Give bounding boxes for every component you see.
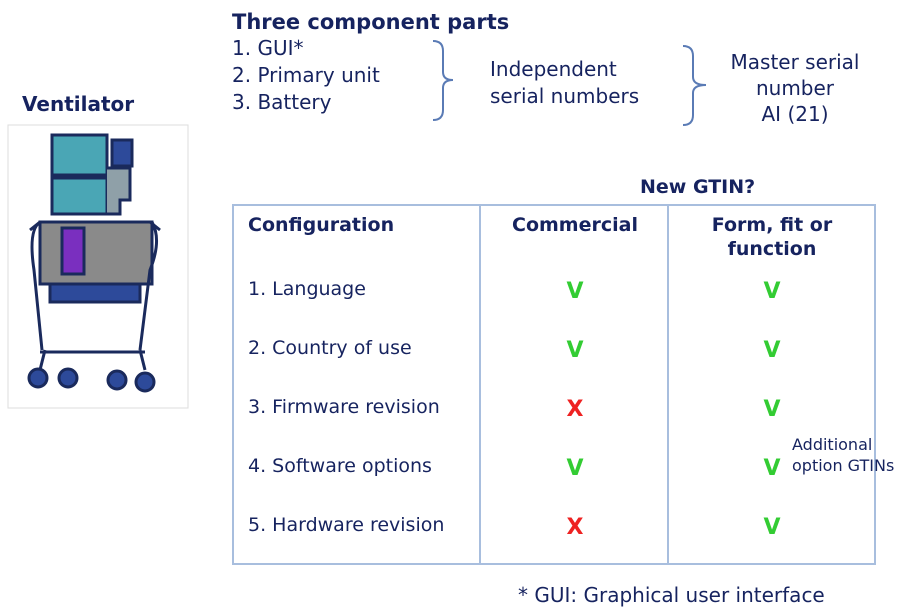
check-mark: V [763, 338, 781, 363]
footnote: * GUI: Graphical user interface [518, 583, 825, 607]
row-note: Additional [792, 435, 873, 454]
table-grid [232, 204, 876, 565]
master-label: AI (21) [761, 102, 829, 126]
component-item: 1. GUI* [232, 36, 304, 60]
check-mark: V [763, 279, 781, 304]
check-mark: V [566, 338, 584, 363]
check-mark: V [566, 456, 584, 481]
check-mark: V [763, 456, 781, 481]
group-label: serial numbers [490, 84, 640, 108]
component-item: 3. Battery [232, 90, 332, 114]
group-label: Independent [490, 57, 617, 81]
components-title: Three component parts [232, 10, 510, 34]
row-label: 1. Language [248, 278, 366, 300]
row-label: 4. Software options [248, 455, 432, 477]
ventilator-illustration [27, 133, 161, 393]
row-note: option GTINs [792, 456, 895, 475]
row-label: 5. Hardware revision [248, 514, 445, 536]
ventilator-label: Ventilator [22, 92, 135, 116]
brace [682, 45, 707, 126]
check-mark: V [566, 279, 584, 304]
table-header: New GTIN? [640, 176, 756, 198]
check-mark: V [763, 515, 781, 540]
row-label: 2. Country of use [248, 337, 412, 359]
column-header: Configuration [248, 214, 395, 236]
column-header: Commercial [512, 214, 638, 236]
check-mark: X [566, 397, 584, 422]
check-mark: X [566, 515, 584, 540]
master-label: number [755, 76, 835, 100]
check-mark: V [763, 397, 781, 422]
row-label: 3. Firmware revision [248, 396, 440, 418]
component-item: 2. Primary unit [232, 63, 380, 87]
master-label: Master serial [730, 50, 860, 74]
column-header: Form, fit or [711, 214, 833, 236]
column-header: function [727, 238, 817, 260]
brace [432, 40, 454, 121]
